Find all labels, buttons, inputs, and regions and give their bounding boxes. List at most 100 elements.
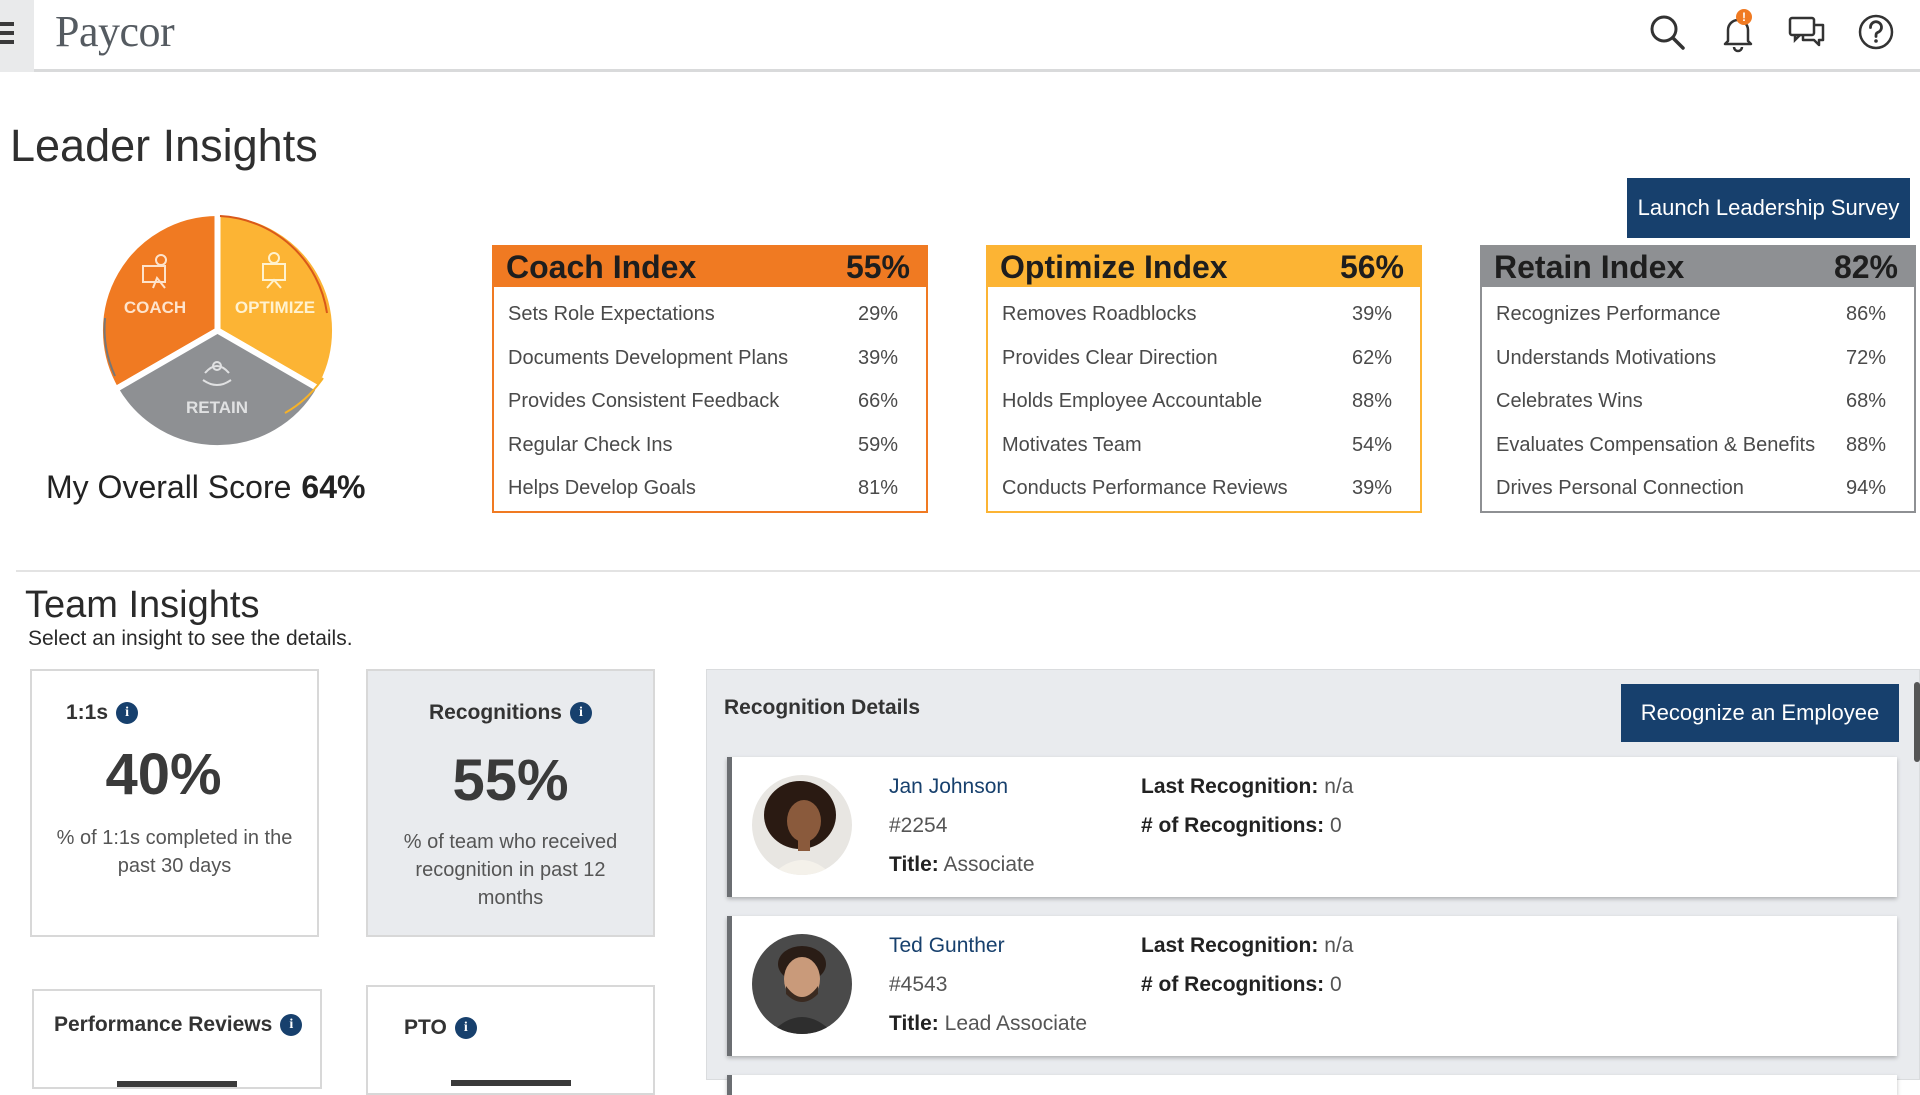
field-label: Title: [889,853,939,876]
last-recognition: Last Recognition: n/a [1141,775,1353,799]
employee-id: #2254 [889,814,948,837]
metric-card-pto[interactable]: PTO i [366,985,655,1095]
overall-score-value: 64% [301,469,366,505]
page-title: Leader Insights [10,120,318,171]
index-row-value: 39% [1351,477,1392,500]
recognition-details-panel: Recognition Details Recognize an Employe… [706,669,1920,1095]
employee-title: Title: Associate [889,853,1035,877]
overall-score: My Overall Score 64% [46,469,365,506]
recognize-employee-button[interactable]: Recognize an Employee [1621,684,1899,742]
panel-scrollbar[interactable] [1914,682,1920,762]
index-row-label: Regular Check Ins [508,433,673,456]
index-row-value: 86% [1845,303,1886,326]
top-bar: Paycor ! [0,0,1920,72]
retain-index-header: Retain Index 82% [1482,247,1914,287]
index-row-value: 54% [1351,433,1392,456]
optimize-index-card[interactable]: Optimize Index 56% Removes Roadblocks 39%… [986,245,1422,513]
menu-strip [0,0,34,72]
index-row-label: Helps Develop Goals [508,477,696,500]
index-row: Evaluates Compensation & Benefits 88% [1482,424,1914,468]
avatar [752,934,852,1034]
employee-card[interactable]: Jan Johnson #2254 Title: Associate Last … [727,757,1897,897]
retain-index-value: 82% [1833,248,1898,285]
index-row-label: Recognizes Performance [1496,303,1721,326]
section-divider [16,570,1920,572]
coach-icon [142,254,167,289]
info-icon[interactable]: i [570,702,592,724]
metric-title: Recognitions [428,701,562,724]
employee-card[interactable] [727,1075,1897,1095]
index-row-label: Drives Personal Connection [1496,477,1744,500]
field-label: Last Recognition: [1141,934,1319,957]
index-row-label: Holds Employee Accountable [1002,390,1263,413]
index-row-label: Motivates Team [1002,433,1142,456]
recognition-count: # of Recognitions: 0 [1141,973,1342,997]
metric-value-cut-off [450,1080,571,1086]
chat-icon[interactable] [1785,10,1829,54]
index-row: Motivates Team 54% [988,424,1420,468]
metric-value-cut-off [117,1081,237,1087]
index-row-label: Understands Motivations [1496,346,1717,369]
coach-index-value: 55% [845,248,910,285]
info-icon[interactable]: i [116,702,139,724]
index-row: Drives Personal Connection 94% [1482,467,1914,511]
avatar [752,775,852,875]
employee-name[interactable]: Jan Johnson [889,775,1009,798]
notification-badge: ! [1736,9,1752,25]
index-row-value: 66% [857,390,898,413]
metric-card-1on1s[interactable]: 1:1s i 40% % of 1:1s completed in the pa… [30,669,319,937]
pie-label-optimize: OPTIMIZE [235,298,315,317]
field-value: 0 [1330,973,1342,996]
employee-name[interactable]: Ted Gunther [889,934,1005,957]
index-row-value: 72% [1845,346,1886,369]
search-icon[interactable] [1645,10,1689,54]
team-insights-title: Team Insights [25,584,260,626]
metric-card-performance-reviews[interactable]: Performance Reviews i [32,989,322,1089]
pie-label-retain: RETAIN [186,398,248,417]
last-recognition: Last Recognition: n/a [1141,934,1353,958]
index-row-label: Evaluates Compensation & Benefits [1496,433,1816,456]
index-row: Recognizes Performance 86% [1482,293,1914,337]
coach-index-card[interactable]: Coach Index 55% Sets Role Expectations 29… [492,245,928,513]
index-row-value: 39% [857,346,898,369]
paycor-logo[interactable]: Paycor [55,7,175,56]
field-label: # of Recognitions: [1141,973,1325,996]
optimize-index-header: Optimize Index 56% [988,247,1420,287]
launch-leadership-survey-button[interactable]: Launch Leadership Survey [1627,178,1910,238]
index-row: Provides Consistent Feedback 66% [494,380,926,424]
index-row-value: 29% [857,303,898,326]
recognition-details-title: Recognition Details [724,696,921,719]
hamburger-menu-icon[interactable] [0,22,14,48]
metric-title: 1:1s [66,701,109,724]
index-row-value: 62% [1351,346,1392,369]
optimize-icon [262,252,286,289]
metric-description: % of 1:1s completed in the past 30 days [56,827,293,877]
retain-index-card[interactable]: Retain Index 82% Recognizes Performance 8… [1480,245,1916,513]
info-icon[interactable]: i [454,1017,477,1039]
retain-index-title: Retain Index [1494,248,1685,285]
field-value: Associate [943,853,1035,876]
index-row-label: Documents Development Plans [508,346,789,369]
index-row-label: Removes Roadblocks [1002,303,1197,326]
metric-title: PTO [404,1016,447,1039]
index-row: Regular Check Ins 59% [494,424,926,468]
index-row: Celebrates Wins 68% [1482,380,1914,424]
recognition-count: # of Recognitions: 0 [1141,814,1342,838]
field-label: # of Recognitions: [1141,814,1325,837]
index-row-value: 94% [1845,477,1886,500]
help-icon[interactable] [1854,10,1898,54]
retain-icon [202,361,232,386]
index-row-label: Conducts Performance Reviews [1002,477,1288,500]
index-row-label: Provides Clear Direction [1002,346,1218,369]
metric-value: 40% [105,742,222,807]
employee-id: #4543 [889,973,948,996]
metric-description: % of team who received recognition in pa… [403,831,618,909]
index-row: Holds Employee Accountable 88% [988,380,1420,424]
index-row-value: 68% [1845,390,1886,413]
index-row-value: 81% [857,477,898,500]
employee-card[interactable]: Ted Gunther #4543 Title: Lead Associate … [727,916,1897,1056]
info-icon[interactable]: i [280,1014,303,1036]
field-value: Lead Associate [944,1012,1088,1035]
team-insights-subtitle: Select an insight to see the details. [28,627,353,650]
metric-card-recognitions[interactable]: Recognitions i 55% % of team who receive… [366,669,655,937]
